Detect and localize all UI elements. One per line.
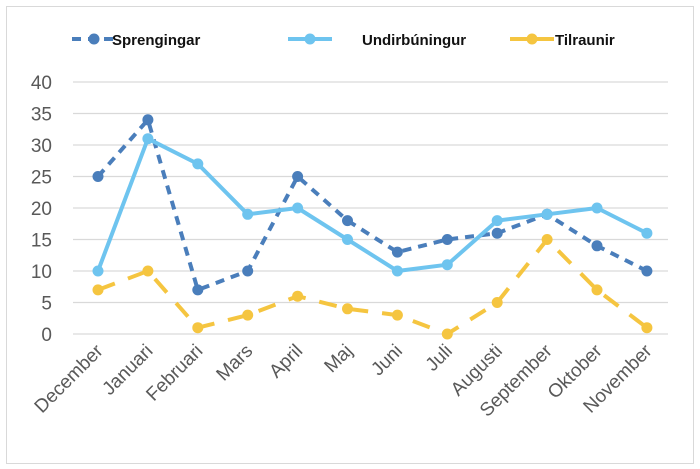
data-point	[92, 265, 104, 277]
data-point	[641, 265, 653, 277]
y-tick-label: 30	[31, 136, 52, 157]
data-point	[142, 265, 154, 277]
y-tick-label: 20	[31, 199, 52, 220]
data-point	[292, 202, 304, 214]
y-tick-label: 15	[31, 231, 52, 252]
legend: Sprengingar Undirbúningur Tilraunir	[72, 32, 615, 49]
x-tick-label: Juni	[367, 341, 406, 380]
data-point	[142, 114, 154, 126]
data-point	[591, 240, 603, 252]
data-point	[591, 202, 603, 214]
series-group	[92, 114, 653, 340]
series-tilraunir	[92, 234, 653, 340]
legend-label: Undirbúningur	[362, 32, 466, 49]
legend-marker-icon	[304, 33, 316, 45]
data-point	[192, 284, 204, 296]
data-point	[242, 309, 254, 321]
legend-label: Sprengingar	[112, 32, 201, 49]
data-point	[641, 227, 653, 239]
y-tick-label: 25	[31, 168, 52, 189]
legend-item: Undirbúningur	[288, 32, 466, 49]
data-point	[242, 265, 254, 277]
data-point	[541, 234, 553, 245]
data-point	[342, 303, 353, 315]
legend-marker-icon	[88, 33, 100, 45]
series-sprengingar	[92, 114, 653, 296]
y-axis-ticks: 0 5 10 15 20 25 30 35 40	[31, 73, 52, 346]
legend-item: Sprengingar	[72, 32, 201, 49]
data-point	[391, 246, 403, 258]
data-point	[192, 158, 204, 170]
x-tick-label: December	[31, 340, 108, 417]
x-tick-label: April	[265, 341, 307, 383]
data-point	[292, 171, 304, 182]
data-point	[391, 265, 403, 277]
data-point	[441, 259, 453, 271]
y-tick-label: 10	[31, 262, 52, 283]
y-tick-label: 35	[31, 105, 52, 126]
y-tick-label: 0	[41, 325, 52, 346]
data-point	[641, 322, 653, 334]
legend-marker-icon	[526, 33, 538, 45]
data-point	[92, 171, 104, 182]
data-point	[591, 284, 603, 296]
legend-label: Tilraunir	[555, 32, 615, 49]
series-undirbúningur	[92, 133, 653, 277]
legend-item: Tilraunir	[510, 32, 615, 49]
data-point	[92, 284, 104, 296]
data-point	[491, 215, 503, 227]
data-point	[391, 309, 403, 321]
data-point	[192, 322, 204, 334]
x-tick-label: Maj	[321, 341, 358, 378]
series-line	[96, 136, 648, 273]
x-tick-label: Mars	[213, 341, 258, 386]
y-tick-label: 40	[31, 73, 52, 94]
data-point	[342, 234, 353, 245]
data-point	[441, 328, 453, 340]
data-point	[342, 215, 353, 227]
legend-dot-icon	[549, 37, 553, 41]
gridlines	[73, 81, 668, 335]
data-point	[292, 290, 304, 302]
data-point	[491, 297, 503, 308]
data-point	[142, 133, 154, 145]
data-point	[441, 234, 453, 245]
data-point	[242, 208, 254, 220]
y-tick-label: 5	[41, 294, 52, 315]
data-point	[541, 208, 553, 220]
data-point	[491, 227, 503, 239]
x-tick-label: Juli	[422, 341, 457, 376]
